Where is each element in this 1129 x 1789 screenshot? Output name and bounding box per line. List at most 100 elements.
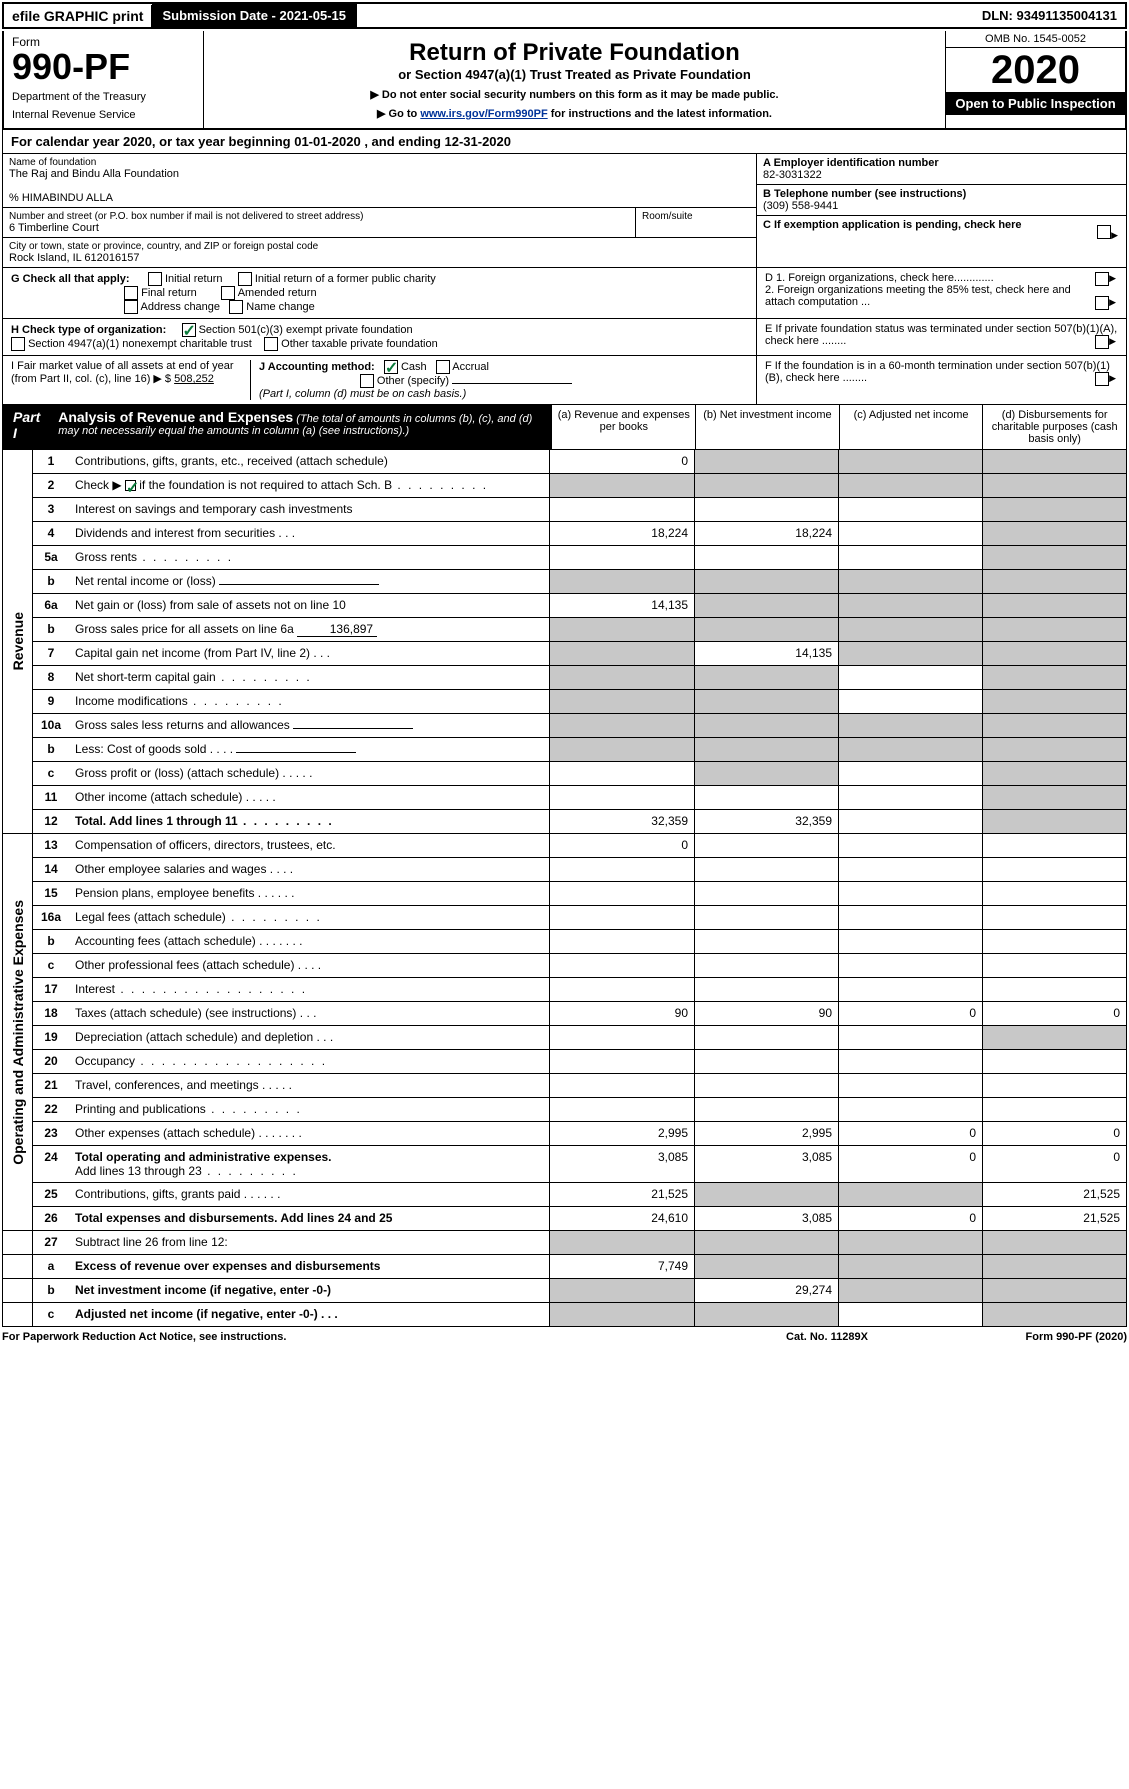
l5a-a	[550, 546, 694, 569]
l1-desc: Contributions, gifts, grants, etc., rece…	[69, 450, 550, 473]
e-chk[interactable]	[1095, 335, 1109, 349]
l18-num: 18	[33, 1002, 69, 1025]
l6a-num: 6a	[33, 594, 69, 617]
l14-d1: Other employee salaries and wages	[75, 862, 266, 876]
l5b-d1: Net rental income or (loss)	[75, 574, 216, 588]
g-name-chk[interactable]	[229, 300, 243, 314]
city-state-zip: Rock Island, IL 612016157	[9, 252, 750, 264]
col-d-header: (d) Disbursements for charitable purpose…	[982, 405, 1126, 449]
l2-chk[interactable]	[125, 480, 136, 491]
l7-d	[982, 642, 1126, 665]
h3-chk[interactable]	[264, 337, 278, 351]
l26-d1: Total expenses and disbursements. Add li…	[75, 1211, 392, 1225]
l7-d1: Capital gain net income (from Part IV, l…	[75, 646, 310, 660]
g-initial: Initial return	[165, 273, 222, 285]
efile-label: efile GRAPHIC print	[4, 5, 152, 27]
l17-num: 17	[33, 978, 69, 1001]
l14-d	[982, 858, 1126, 881]
l19-desc: Depreciation (attach schedule) and deple…	[69, 1026, 550, 1049]
l18-b: 90	[694, 1002, 838, 1025]
g-addr-chk[interactable]	[124, 300, 138, 314]
f-chk[interactable]	[1095, 372, 1109, 386]
arrow-icon	[1111, 229, 1120, 241]
l16c-c	[838, 954, 982, 977]
l10c-a	[550, 762, 694, 785]
l4-a: 18,224	[550, 522, 694, 545]
c-checkbox[interactable]	[1097, 225, 1111, 239]
l27c-c	[838, 1303, 982, 1326]
l2-d1: Check ▶	[75, 478, 125, 492]
l5b-num: b	[33, 570, 69, 593]
form-subtitle: or Section 4947(a)(1) Trust Treated as P…	[212, 67, 937, 82]
instr-goto: ▶ Go to www.irs.gov/Form990PF for instru…	[212, 107, 937, 120]
g-initial-chk[interactable]	[148, 272, 162, 286]
l11-d1: Other income (attach schedule)	[75, 790, 242, 804]
l16c-desc: Other professional fees (attach schedule…	[69, 954, 550, 977]
l21-d1: Travel, conferences, and meetings	[75, 1078, 259, 1092]
foundation-name: The Raj and Bindu Alla Foundation	[9, 168, 750, 180]
l20-desc: Occupancy	[69, 1050, 550, 1073]
l3-a	[550, 498, 694, 521]
g-amended-chk[interactable]	[221, 286, 235, 300]
l19-d1: Depreciation (attach schedule) and deple…	[75, 1030, 313, 1044]
l27-c	[838, 1231, 982, 1254]
footer-center: Cat. No. 11289X	[727, 1331, 927, 1343]
l10b-field[interactable]	[236, 752, 356, 753]
l2-a	[550, 474, 694, 497]
city-label: City or town, state or province, country…	[9, 241, 750, 252]
expenses-label: Operating and Administrative Expenses	[6, 896, 30, 1169]
l18-desc: Taxes (attach schedule) (see instruction…	[69, 1002, 550, 1025]
l5a-b	[694, 546, 838, 569]
l11-d	[982, 786, 1126, 809]
l16b-d1: Accounting fees (attach schedule)	[75, 934, 256, 948]
l5b-c	[838, 570, 982, 593]
l7-c	[838, 642, 982, 665]
l22-d1: Printing and publications	[75, 1102, 206, 1116]
l16c-d	[982, 954, 1126, 977]
l25-desc: Contributions, gifts, grants paid . . . …	[69, 1183, 550, 1206]
l6b-val: 136,897	[297, 622, 377, 637]
j-cash-chk[interactable]	[384, 360, 398, 374]
l15-num: 15	[33, 882, 69, 905]
j-other-chk[interactable]	[360, 374, 374, 388]
g-initial-former-chk[interactable]	[238, 272, 252, 286]
g-addr: Address change	[141, 301, 221, 313]
l7-desc: Capital gain net income (from Part IV, l…	[69, 642, 550, 665]
h1-chk[interactable]	[182, 323, 196, 337]
footer: For Paperwork Reduction Act Notice, see …	[2, 1331, 1127, 1343]
h2-chk[interactable]	[11, 337, 25, 351]
l12-c	[838, 810, 982, 833]
l16a-d	[982, 906, 1126, 929]
l5a-c	[838, 546, 982, 569]
l10a-num: 10a	[33, 714, 69, 737]
d1-chk[interactable]	[1095, 272, 1109, 286]
l27a-d	[982, 1255, 1126, 1278]
l18-c: 0	[838, 1002, 982, 1025]
l5a-num: 5a	[33, 546, 69, 569]
d2-chk[interactable]	[1095, 296, 1109, 310]
l8-desc: Net short-term capital gain	[69, 666, 550, 689]
l27-b	[694, 1231, 838, 1254]
form-link[interactable]: www.irs.gov/Form990PF	[420, 108, 547, 120]
l3-b	[694, 498, 838, 521]
l3-d	[982, 498, 1126, 521]
footer-left: For Paperwork Reduction Act Notice, see …	[2, 1331, 727, 1343]
l4-d	[982, 522, 1126, 545]
j-accrual-chk[interactable]	[436, 360, 450, 374]
l22-a	[550, 1098, 694, 1121]
l5b-field[interactable]	[219, 584, 379, 585]
l26-a: 24,610	[550, 1207, 694, 1230]
l9-d1: Income modifications	[75, 694, 188, 708]
g-final-chk[interactable]	[124, 286, 138, 300]
l26-b: 3,085	[694, 1207, 838, 1230]
l10c-desc: Gross profit or (loss) (attach schedule)…	[69, 762, 550, 785]
arrow-icon	[1109, 335, 1118, 347]
l27c-a	[550, 1303, 694, 1326]
l10a-field[interactable]	[293, 728, 413, 729]
l10c-b	[694, 762, 838, 785]
l14-num: 14	[33, 858, 69, 881]
l25-a: 21,525	[550, 1183, 694, 1206]
j-other-field[interactable]	[452, 383, 572, 384]
d2-label: 2. Foreign organizations meeting the 85%…	[765, 284, 1071, 308]
arrow-icon	[1109, 372, 1118, 384]
